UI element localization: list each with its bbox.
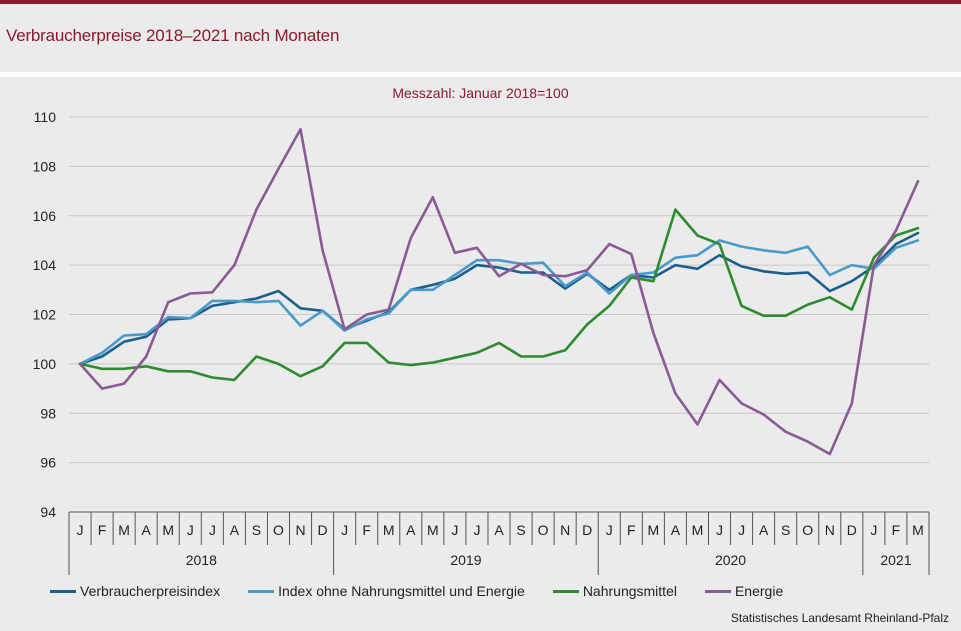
y-tick-label: 104 <box>33 257 57 273</box>
month-label: M <box>427 522 439 538</box>
month-label: J <box>870 522 877 538</box>
series-line-3 <box>78 208 920 382</box>
month-label: O <box>273 522 284 538</box>
month-label: J <box>606 522 613 538</box>
month-label: M <box>692 522 704 538</box>
month-label: J <box>77 522 84 538</box>
month-label: J <box>716 522 723 538</box>
title-divider <box>0 72 961 77</box>
month-label: A <box>671 522 681 538</box>
month-label: F <box>98 522 107 538</box>
month-label: A <box>142 522 152 538</box>
month-label: J <box>341 522 348 538</box>
month-label: D <box>582 522 592 538</box>
month-label: M <box>118 522 130 538</box>
y-tick-label: 110 <box>34 109 57 125</box>
month-label: A <box>406 522 416 538</box>
month-label: S <box>781 522 790 538</box>
year-label: 2019 <box>450 552 481 568</box>
series-layer <box>78 128 920 456</box>
month-label: J <box>738 522 745 538</box>
year-label: 2021 <box>880 552 911 568</box>
y-tick-label: 102 <box>33 307 57 323</box>
legend: Verbraucherpreisindex Index ohne Nahrungs… <box>50 581 811 601</box>
month-label: J <box>473 522 480 538</box>
month-label: S <box>252 522 261 538</box>
month-label: M <box>162 522 174 538</box>
top-accent-bar <box>0 0 961 4</box>
month-label: S <box>516 522 525 538</box>
month-label: J <box>451 522 458 538</box>
month-label: J <box>209 522 216 538</box>
month-label: F <box>627 522 636 538</box>
y-tick-label: 106 <box>33 208 57 224</box>
month-label: J <box>187 522 194 538</box>
month-label: F <box>362 522 371 538</box>
month-label: O <box>538 522 549 538</box>
legend-item: Energie <box>704 583 784 599</box>
y-tick-label: 100 <box>33 356 57 372</box>
legend-item: Index ohne Nahrungsmittel und Energie <box>248 583 525 599</box>
series-line-2 <box>78 239 920 366</box>
month-label: N <box>560 522 570 538</box>
legend-item: Nahrungsmittel <box>552 583 677 599</box>
month-label: M <box>912 522 924 538</box>
month-label: D <box>847 522 857 538</box>
month-label: A <box>494 522 504 538</box>
legend-label: Energie <box>734 583 784 599</box>
month-label: D <box>318 522 328 538</box>
chart-subtitle: Messzahl: Januar 2018=100 <box>392 85 569 101</box>
month-label: O <box>802 522 813 538</box>
y-tick-label: 98 <box>40 405 56 421</box>
legend-swatch <box>704 589 731 593</box>
legend-swatch <box>552 589 579 593</box>
y-tick-label: 94 <box>40 504 56 520</box>
month-label: A <box>759 522 769 538</box>
legend-label: Nahrungsmittel <box>582 583 677 599</box>
month-label: M <box>383 522 395 538</box>
y-tick-label: 96 <box>40 455 56 471</box>
series-line-1 <box>78 231 920 366</box>
source-note: Statistisches Landesamt Rheinland-Pfalz <box>730 611 949 625</box>
legend-label: Index ohne Nahrungsmittel und Energie <box>278 583 525 599</box>
y-tick-label: 108 <box>33 158 57 174</box>
month-label: M <box>648 522 660 538</box>
year-label: 2018 <box>186 552 217 568</box>
series-line-4 <box>78 128 920 456</box>
month-label: N <box>295 522 305 538</box>
month-label: F <box>892 522 901 538</box>
legend-item: Verbraucherpreisindex <box>50 583 220 599</box>
month-label: N <box>825 522 835 538</box>
year-label: 2020 <box>715 552 746 568</box>
legend-swatch <box>248 589 275 593</box>
legend-swatch <box>50 589 76 593</box>
page-title: Verbraucherpreise 2018–2021 nach Monaten <box>6 26 340 45</box>
month-label: A <box>230 522 240 538</box>
legend-label: Verbraucherpreisindex <box>80 583 221 599</box>
